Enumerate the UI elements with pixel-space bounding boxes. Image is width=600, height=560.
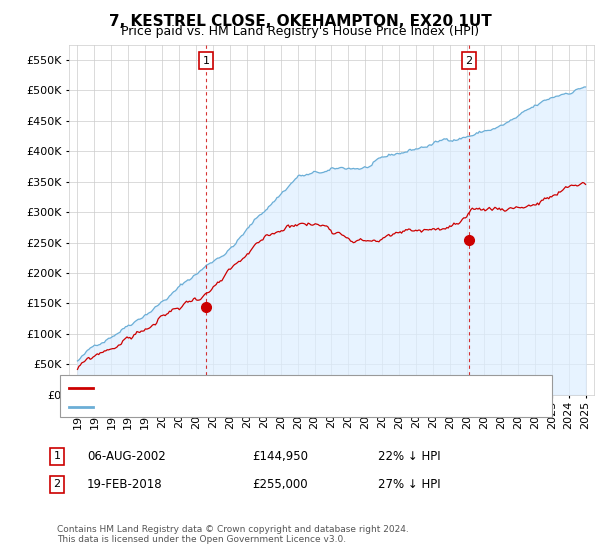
Text: 27% ↓ HPI: 27% ↓ HPI: [378, 478, 440, 491]
Text: 22% ↓ HPI: 22% ↓ HPI: [378, 450, 440, 463]
Text: 7, KESTREL CLOSE, OKEHAMPTON, EX20 1UT (detached house): 7, KESTREL CLOSE, OKEHAMPTON, EX20 1UT (…: [99, 383, 427, 393]
Text: HPI: Average price, detached house, West Devon: HPI: Average price, detached house, West…: [99, 402, 354, 412]
Text: 7, KESTREL CLOSE, OKEHAMPTON, EX20 1UT: 7, KESTREL CLOSE, OKEHAMPTON, EX20 1UT: [109, 14, 491, 29]
Text: 2: 2: [53, 479, 61, 489]
Text: 1: 1: [202, 55, 209, 66]
Text: Price paid vs. HM Land Registry's House Price Index (HPI): Price paid vs. HM Land Registry's House …: [121, 25, 479, 38]
Text: 2: 2: [466, 55, 473, 66]
Text: 1: 1: [53, 451, 61, 461]
Text: 06-AUG-2002: 06-AUG-2002: [87, 450, 166, 463]
Text: 19-FEB-2018: 19-FEB-2018: [87, 478, 163, 491]
Text: £255,000: £255,000: [252, 478, 308, 491]
Text: £144,950: £144,950: [252, 450, 308, 463]
Text: Contains HM Land Registry data © Crown copyright and database right 2024.
This d: Contains HM Land Registry data © Crown c…: [57, 525, 409, 544]
